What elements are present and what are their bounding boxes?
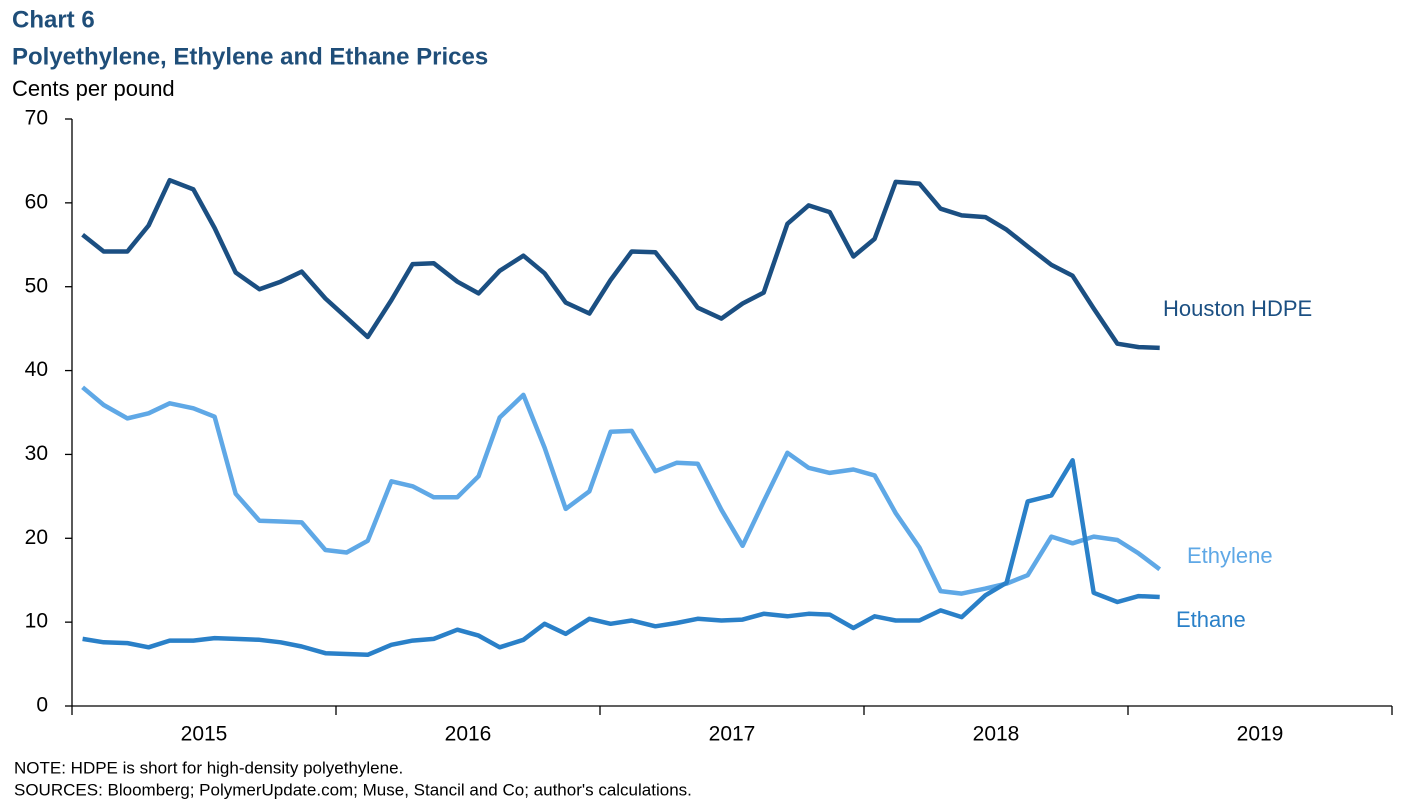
series-line	[81, 385, 1162, 596]
y-tick-label: 70	[25, 107, 48, 130]
y-tick-label: 60	[25, 190, 48, 213]
series-label: Ethylene	[1187, 543, 1273, 568]
series-label: Houston HDPE	[1163, 296, 1312, 321]
x-tick-label: 2016	[445, 723, 492, 746]
y-axis-label: Cents per pound	[12, 76, 175, 101]
y-tick-label: 20	[25, 526, 48, 549]
y-tick-label: 10	[25, 610, 48, 633]
series-label: Ethane	[1176, 607, 1246, 632]
y-tick-label: 40	[25, 358, 48, 381]
note: NOTE: HDPE is short for high-density pol…	[14, 758, 403, 777]
x-tick-label: 2015	[181, 723, 228, 746]
y-tick-label: 30	[25, 442, 48, 465]
x-tick-label: 2019	[1237, 723, 1284, 746]
x-tick-label: 2017	[709, 723, 756, 746]
y-tick-label: 0	[36, 694, 48, 717]
x-tick-label: 2018	[973, 723, 1020, 746]
series-line	[81, 177, 1160, 351]
sources: SOURCES: Bloomberg; PolymerUpdate.com; M…	[14, 780, 692, 799]
y-tick-label: 50	[25, 274, 48, 297]
chart-subtitle: Polyethylene, Ethylene and Ethane Prices	[12, 43, 488, 70]
series-line	[82, 458, 1160, 658]
chart-title: Chart 6	[12, 6, 95, 33]
